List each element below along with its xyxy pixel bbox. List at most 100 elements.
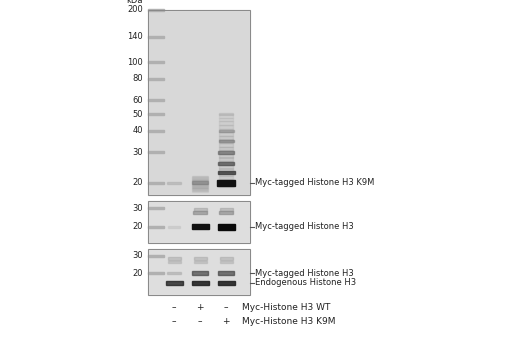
Bar: [148, 9, 164, 11]
Bar: [219, 261, 232, 263]
Bar: [167, 257, 180, 260]
Text: kDa: kDa: [126, 0, 143, 5]
Bar: [218, 140, 233, 142]
Bar: [219, 257, 232, 260]
Bar: [219, 172, 233, 176]
Bar: [192, 176, 208, 177]
Bar: [218, 271, 234, 275]
Bar: [219, 158, 233, 161]
Text: 20: 20: [133, 178, 143, 187]
Bar: [168, 226, 180, 228]
Bar: [148, 151, 164, 153]
Bar: [148, 182, 164, 184]
Bar: [219, 128, 233, 132]
Bar: [167, 272, 181, 274]
Text: 60: 60: [133, 96, 143, 105]
Bar: [218, 162, 234, 164]
Bar: [219, 114, 233, 118]
Bar: [217, 170, 235, 174]
Bar: [192, 180, 208, 181]
Text: Myc-tagged Histone H3: Myc-tagged Histone H3: [255, 222, 354, 231]
Bar: [217, 180, 235, 186]
Bar: [148, 78, 164, 80]
Bar: [192, 190, 208, 191]
Text: +: +: [196, 303, 204, 313]
Text: 200: 200: [127, 6, 143, 14]
Bar: [192, 189, 208, 190]
Bar: [192, 179, 208, 180]
Bar: [193, 211, 207, 215]
Bar: [193, 208, 206, 211]
Bar: [192, 182, 208, 183]
Bar: [217, 281, 235, 285]
Bar: [217, 224, 235, 230]
Bar: [148, 207, 164, 209]
Text: 30: 30: [133, 204, 143, 212]
Bar: [219, 132, 233, 136]
Bar: [218, 151, 234, 154]
Bar: [219, 143, 233, 147]
Text: –: –: [172, 303, 176, 313]
Bar: [219, 161, 233, 165]
Bar: [148, 99, 164, 102]
Bar: [192, 185, 208, 186]
Bar: [148, 201, 250, 243]
Bar: [167, 182, 181, 184]
Bar: [219, 150, 233, 154]
Bar: [193, 257, 206, 260]
Bar: [148, 201, 250, 243]
Text: –: –: [198, 317, 202, 327]
Bar: [219, 113, 233, 115]
Text: Endogenous Histone H3: Endogenous Histone H3: [255, 278, 356, 287]
Bar: [192, 183, 208, 184]
Bar: [219, 154, 233, 158]
Text: 80: 80: [133, 74, 143, 83]
Bar: [165, 281, 183, 285]
Bar: [191, 224, 209, 229]
Bar: [219, 139, 233, 143]
Bar: [219, 183, 233, 187]
Text: –: –: [224, 303, 228, 313]
Text: Myc-Histone H3 WT: Myc-Histone H3 WT: [242, 303, 330, 313]
Bar: [219, 208, 232, 211]
Text: Myc-tagged Histone H3: Myc-tagged Histone H3: [255, 268, 354, 278]
Bar: [193, 261, 206, 263]
Bar: [148, 130, 164, 132]
Bar: [148, 272, 164, 274]
Bar: [192, 177, 208, 178]
Text: 40: 40: [133, 126, 143, 135]
Bar: [192, 187, 208, 188]
Text: 50: 50: [133, 110, 143, 119]
Bar: [219, 176, 233, 180]
Bar: [219, 165, 233, 169]
Bar: [192, 181, 208, 184]
Text: 20: 20: [133, 268, 143, 278]
Bar: [148, 61, 164, 63]
Bar: [148, 249, 250, 295]
Bar: [148, 254, 164, 257]
Bar: [148, 36, 164, 38]
Bar: [148, 226, 164, 228]
Bar: [192, 184, 208, 185]
Text: –: –: [172, 317, 176, 327]
Bar: [192, 181, 208, 182]
Text: Myc-Histone H3 K9M: Myc-Histone H3 K9M: [242, 317, 335, 327]
Bar: [148, 249, 250, 295]
Bar: [219, 211, 233, 215]
Bar: [219, 121, 233, 125]
Bar: [192, 186, 208, 187]
Bar: [148, 10, 250, 195]
Text: 30: 30: [133, 251, 143, 260]
Text: 140: 140: [127, 32, 143, 41]
Bar: [192, 178, 208, 179]
Text: 20: 20: [133, 222, 143, 231]
Bar: [167, 261, 180, 263]
Bar: [219, 125, 233, 129]
Bar: [219, 147, 233, 150]
Bar: [219, 118, 233, 121]
Bar: [218, 130, 233, 132]
Bar: [219, 136, 233, 140]
Bar: [219, 168, 233, 172]
Bar: [191, 281, 209, 285]
Bar: [192, 188, 208, 189]
